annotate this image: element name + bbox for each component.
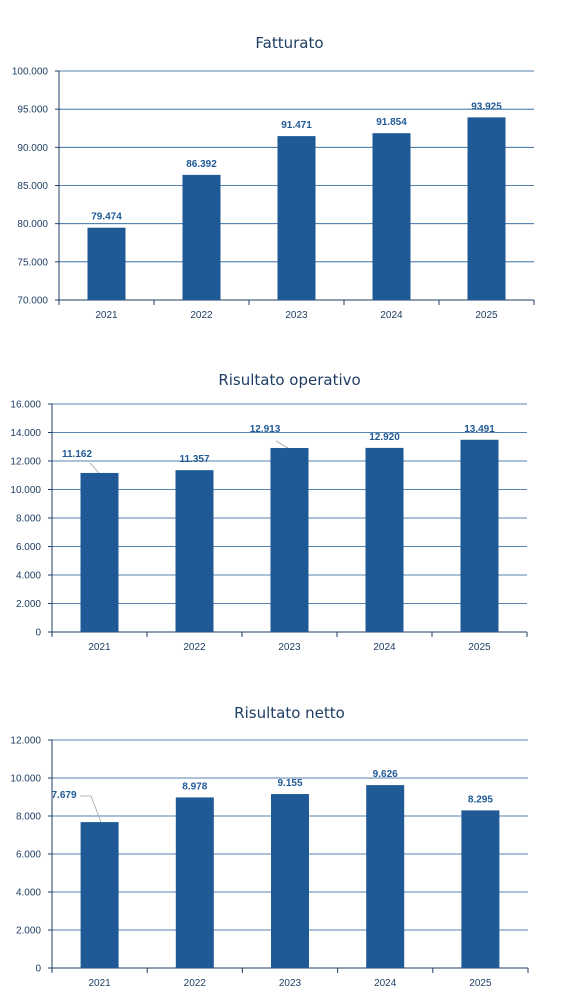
data-label-leader xyxy=(80,795,102,823)
data-label: 12.913 xyxy=(250,424,281,435)
y-tick-label: 2.000 xyxy=(16,926,41,937)
y-tick-label: 85.000 xyxy=(17,181,48,192)
y-tick-label: 0 xyxy=(35,964,41,975)
x-tick-label: 2022 xyxy=(190,310,213,321)
data-label: 9.626 xyxy=(373,769,398,780)
y-tick-label: 80.000 xyxy=(17,219,48,230)
y-tick-label: 70.000 xyxy=(17,296,48,307)
y-tick-label: 0 xyxy=(35,628,41,639)
bar xyxy=(277,136,316,300)
y-tick-label: 16.000 xyxy=(10,400,41,411)
x-tick-label: 2021 xyxy=(88,978,111,989)
bar xyxy=(271,794,309,968)
x-tick-label: 2025 xyxy=(469,978,492,989)
bar xyxy=(467,117,506,300)
y-tick-label: 10.000 xyxy=(10,485,41,496)
y-tick-label: 6.000 xyxy=(16,850,41,861)
y-tick-label: 12.000 xyxy=(10,457,41,468)
y-tick-label: 14.000 xyxy=(10,428,41,439)
y-tick-label: 75.000 xyxy=(17,257,48,268)
x-tick-label: 2021 xyxy=(95,310,118,321)
x-tick-label: 2025 xyxy=(468,642,491,653)
bar xyxy=(270,447,309,632)
data-label-leader xyxy=(89,462,100,474)
y-tick-label: 90.000 xyxy=(17,143,48,154)
data-label: 86.392 xyxy=(186,159,217,170)
bar xyxy=(80,822,119,968)
bar xyxy=(372,133,411,300)
data-label: 79.474 xyxy=(91,212,122,223)
bar xyxy=(87,227,126,300)
x-tick-label: 2024 xyxy=(373,642,396,653)
x-tick-label: 2025 xyxy=(475,310,498,321)
y-tick-label: 4.000 xyxy=(16,888,41,899)
data-label: 9.155 xyxy=(277,778,302,789)
data-label: 13.491 xyxy=(464,424,495,435)
bar-chart-fatturato: 70.000 75.000 80.000 85.000 90.000 95.000 100.… xyxy=(12,67,535,321)
y-tick-label: 6.000 xyxy=(16,542,41,553)
bar xyxy=(461,810,500,968)
x-tick-label: 2024 xyxy=(374,978,397,989)
x-tick-label: 2024 xyxy=(380,310,403,321)
data-label: 91.471 xyxy=(281,120,312,131)
bar xyxy=(182,174,221,300)
data-label: 11.357 xyxy=(179,454,209,465)
y-tick-label: 8.000 xyxy=(16,812,41,823)
x-tick-label: 2023 xyxy=(278,642,301,653)
bar xyxy=(460,439,499,632)
data-label: 8.295 xyxy=(468,794,493,805)
bar xyxy=(366,785,405,968)
data-label: 7.679 xyxy=(51,790,76,801)
data-label: 91.854 xyxy=(376,117,407,128)
chart-risultato-operativo: Risultato operativo 0 2.000 4.000 6.000 8.00… xyxy=(10,371,528,653)
chart-fatturato: Fatturato 70.000 75.000 80.000 85.000 90.000… xyxy=(0,0,579,335)
y-tick-label: 8.000 xyxy=(16,514,41,525)
y-tick-label: 100.000 xyxy=(12,67,49,78)
bar-chart-risultato-operativo: 0 2.000 4.000 6.000 8.000 10.000 12.000 14.000 1… xyxy=(10,400,528,653)
bar xyxy=(175,470,214,632)
chart-title: Risultato netto xyxy=(234,704,345,722)
y-tick-label: 12.000 xyxy=(10,736,41,747)
x-tick-label: 2021 xyxy=(88,642,111,653)
data-label: 12.920 xyxy=(369,432,400,443)
data-label: 8.978 xyxy=(182,781,207,792)
data-label: 11.162 xyxy=(62,449,92,460)
bar xyxy=(365,447,404,632)
y-tick-label: 10.000 xyxy=(10,774,41,785)
chart-title: Fatturato xyxy=(255,34,324,52)
bar xyxy=(80,472,119,632)
y-tick-label: 4.000 xyxy=(16,571,41,582)
y-tick-label: 95.000 xyxy=(17,105,48,116)
x-tick-label: 2023 xyxy=(285,310,308,321)
y-tick-label: 2.000 xyxy=(16,599,41,610)
data-label: 93.925 xyxy=(471,101,502,112)
x-tick-label: 2022 xyxy=(184,978,207,989)
x-tick-label: 2022 xyxy=(183,642,206,653)
data-label-leader xyxy=(275,440,289,449)
x-tick-label: 2023 xyxy=(279,978,302,989)
chart-title: Risultato operativo xyxy=(218,371,361,389)
bar xyxy=(175,797,214,968)
